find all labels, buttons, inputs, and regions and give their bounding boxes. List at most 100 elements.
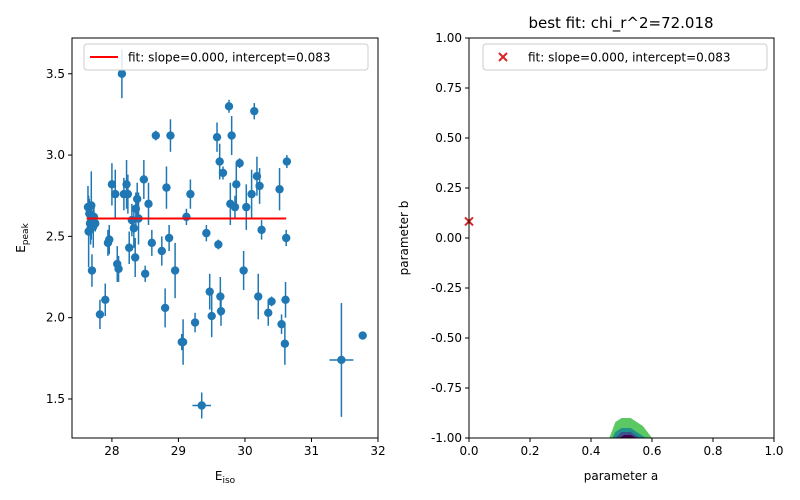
legend-x-marker bbox=[498, 52, 508, 62]
contour-legend: fit: slope=0.000, intercept=0.083 bbox=[482, 43, 768, 71]
data-point bbox=[252, 172, 262, 181]
contour-y-tick-label: 0.25 bbox=[435, 181, 462, 195]
data-point bbox=[218, 168, 228, 178]
contour-x-tick-label: 1.0 bbox=[764, 444, 783, 458]
data-point bbox=[254, 292, 263, 301]
data-point bbox=[232, 180, 241, 189]
data-point bbox=[151, 131, 161, 140]
data-point bbox=[264, 308, 273, 317]
data-point bbox=[140, 269, 150, 278]
data-point bbox=[125, 243, 134, 252]
data-point bbox=[95, 310, 105, 319]
scatter-y-axis-label: Epeak bbox=[14, 222, 31, 252]
data-point bbox=[117, 69, 127, 78]
data-point bbox=[216, 292, 225, 301]
contour-level bbox=[618, 435, 637, 438]
data-point bbox=[147, 238, 157, 248]
data-point bbox=[282, 157, 292, 166]
contour-legend-box bbox=[482, 43, 768, 71]
data-point bbox=[242, 202, 251, 212]
contour-y-tick-label: -0.75 bbox=[431, 381, 462, 395]
scatter-y-tick-label: 3.5 bbox=[46, 67, 65, 81]
contour-legend-label: fit: slope=0.000, intercept=0.083 bbox=[528, 51, 731, 65]
scatter-legend: fit: slope=0.000, intercept=0.083 bbox=[83, 43, 369, 71]
contour-y-tick-label: 0.75 bbox=[435, 81, 462, 95]
contour-ticks: 0.0 0.2 0.4 0.6 0.8 1.0 -1.00 -0.75 -0.50 -0.25 0.… bbox=[431, 31, 784, 458]
scatter-y-tick-label: 1.5 bbox=[46, 392, 65, 406]
data-point bbox=[255, 181, 264, 191]
contour-y-tick-label: -0.50 bbox=[431, 331, 462, 345]
data-point bbox=[129, 224, 139, 233]
data-point bbox=[178, 337, 188, 347]
data-point bbox=[123, 189, 133, 199]
data-point bbox=[139, 175, 149, 184]
data-point bbox=[207, 311, 216, 321]
contour-x-axis-label: parameter a bbox=[584, 469, 659, 483]
data-point bbox=[212, 132, 222, 142]
data-point bbox=[186, 189, 195, 199]
data-point bbox=[281, 295, 290, 304]
data-point bbox=[205, 287, 214, 296]
scatter-y-tick-label: 2.5 bbox=[46, 229, 65, 243]
data-point bbox=[337, 355, 346, 365]
data-point bbox=[227, 131, 236, 140]
data-point bbox=[132, 194, 142, 204]
data-point bbox=[282, 233, 291, 243]
data-point bbox=[182, 212, 191, 222]
data-point bbox=[358, 331, 367, 340]
data-point bbox=[160, 303, 170, 313]
contour-y-tick-label: 0.00 bbox=[435, 231, 462, 245]
data-point bbox=[214, 240, 223, 249]
data-point bbox=[144, 199, 153, 209]
data-point bbox=[114, 264, 123, 274]
scatter-axes-frame bbox=[71, 37, 379, 439]
data-point bbox=[239, 266, 248, 275]
contour-x-tick-label: 0.8 bbox=[703, 444, 722, 458]
scatter-x-tick-label: 29 bbox=[171, 444, 186, 458]
contour-x-tick-label: 0.2 bbox=[520, 444, 539, 458]
data-point bbox=[122, 180, 131, 189]
scatter-legend-label: fit: slope=0.000, intercept=0.083 bbox=[128, 51, 331, 65]
data-point bbox=[170, 266, 180, 275]
contour-x-tick-label: 0.6 bbox=[642, 444, 661, 458]
contour-x-tick-label: 0.4 bbox=[581, 444, 600, 458]
scatter-y-tick-label: 3.0 bbox=[46, 148, 65, 162]
contour-y-axis-label: parameter b bbox=[397, 201, 411, 276]
data-point bbox=[87, 201, 96, 210]
data-point bbox=[215, 157, 224, 166]
data-point bbox=[277, 319, 286, 329]
contour-y-tick-label: -1.00 bbox=[431, 431, 462, 445]
contour-y-tick-label: 0.50 bbox=[435, 131, 462, 145]
scatter-y-tick-label: 2.0 bbox=[46, 311, 65, 325]
data-point bbox=[247, 189, 256, 199]
data-point bbox=[107, 180, 117, 189]
data-point bbox=[257, 225, 266, 235]
contour-title: best fit: chi_r^2=72.018 bbox=[528, 14, 713, 33]
data-point bbox=[157, 246, 167, 256]
contour-x-tick-label: 0.0 bbox=[459, 444, 478, 458]
data-point bbox=[190, 318, 200, 327]
scatter-legend-box bbox=[83, 43, 369, 71]
data-point bbox=[130, 253, 140, 262]
data-point bbox=[105, 235, 114, 244]
data-point bbox=[250, 106, 259, 116]
data-point bbox=[280, 339, 290, 348]
scatter-plot-area bbox=[83, 49, 367, 419]
contour-y-tick-label: -0.25 bbox=[431, 281, 462, 295]
data-point bbox=[111, 189, 120, 199]
contour-y-tick-label: 1.00 bbox=[435, 31, 462, 45]
data-point bbox=[197, 401, 206, 410]
scatter-x-tick-label: 30 bbox=[237, 444, 252, 458]
data-point bbox=[267, 297, 276, 306]
scatter-x-tick-label: 32 bbox=[370, 444, 385, 458]
data-point bbox=[235, 159, 244, 168]
scatter-panel: 28 29 30 31 32 1.5 2.0 2.5 3.0 3.5 Eiso Epeak fit… bbox=[14, 37, 386, 486]
data-point bbox=[101, 295, 110, 304]
scatter-x-tick-label: 28 bbox=[104, 444, 119, 458]
contour-panel: 0.0 0.2 0.4 0.6 0.8 1.0 -1.00 -0.75 -0.50 -0.25 0.… bbox=[397, 14, 784, 483]
contour-plot-area bbox=[464, 216, 652, 438]
data-point bbox=[275, 185, 284, 194]
scatter-ticks: 28 29 30 31 32 1.5 2.0 2.5 3.0 3.5 bbox=[46, 67, 386, 458]
data-point bbox=[216, 306, 226, 316]
